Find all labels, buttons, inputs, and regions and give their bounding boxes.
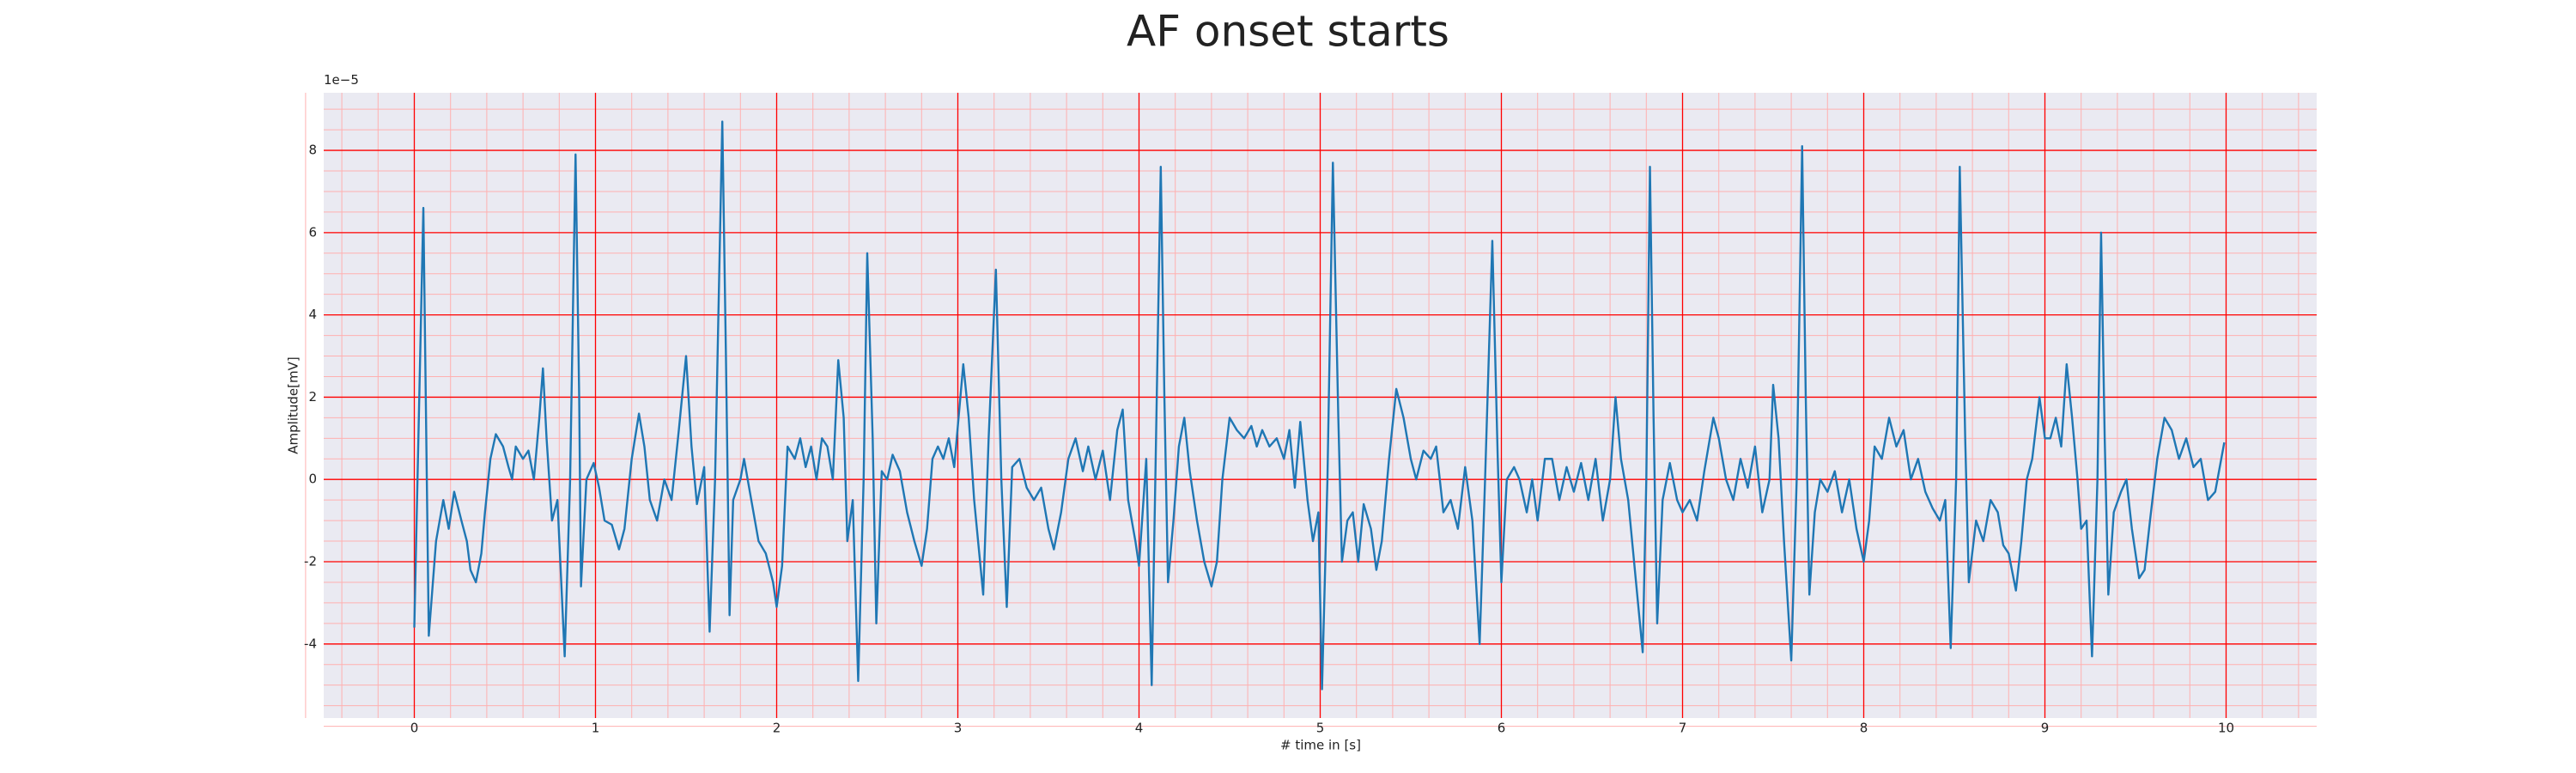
x-tick-label: 7 [1679, 721, 1687, 736]
x-tick-label: 8 [1860, 721, 1868, 736]
ecg-line [413, 120, 2226, 691]
y-axis-label: Amplitude[mV] [286, 356, 301, 453]
x-axis-label: # time in [s] [1280, 738, 1361, 753]
x-tick-label: 5 [1316, 721, 1325, 736]
x-tick-label: 6 [1498, 721, 1506, 736]
x-tick-label: 4 [1135, 721, 1144, 736]
y-offset-label: 1e−5 [324, 72, 359, 88]
y-tick-label: 8 [308, 143, 317, 158]
x-tick-label: 0 [410, 721, 419, 736]
x-tick-label: 2 [773, 721, 781, 736]
x-tick-label: 10 [2218, 721, 2234, 736]
y-tick-label: -2 [304, 554, 317, 569]
y-tick-label: -4 [304, 636, 317, 651]
x-tick-label: 9 [2041, 721, 2050, 736]
x-tick-label: 1 [592, 721, 600, 736]
y-tick-label: 6 [308, 224, 317, 240]
y-tick-label: 2 [308, 389, 317, 405]
y-tick-label: 4 [308, 307, 317, 322]
x-tick-label: 3 [954, 721, 963, 736]
y-tick-label: 0 [308, 472, 317, 487]
chart-title: AF onset starts [1127, 7, 1449, 57]
